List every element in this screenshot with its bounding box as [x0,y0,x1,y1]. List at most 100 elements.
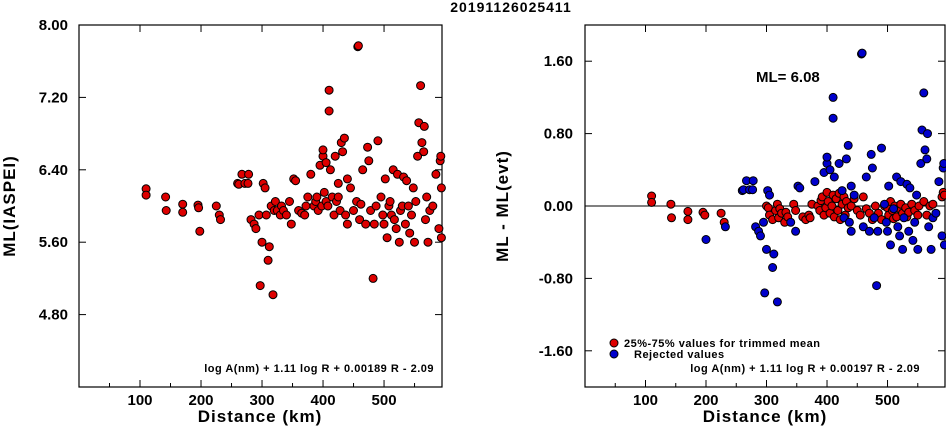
magnitude-point [211,201,221,211]
magnitude-point [436,151,446,161]
kept-residual-point [683,206,693,216]
left-x-axis-label: Distance (km) [198,407,322,426]
magnitude-point [329,210,339,220]
rejected-residual-point [762,244,771,254]
left-x-tick-label: 100 [127,392,152,409]
magnitude-point [353,41,363,51]
magnitude-point [338,147,348,157]
magnitude-point [194,203,204,213]
right-x-tick-label: 500 [875,392,900,409]
rejected-residual-point [904,226,914,236]
rejected-residual-point [795,183,805,193]
kept-residual-point [667,213,676,223]
magnitude-point [161,192,171,202]
right-panel: 100 200 300 400 500 -1.60 -0.80 0.00 0.80 1.60 Di… [493,24,946,426]
rejected-residual-point [748,176,758,186]
magnitude-point [324,85,334,95]
magnitude-point [333,192,343,202]
left-y-axis-label: ML(IASPEI) [0,155,19,257]
left-y-tick-label: 5.60 [39,234,68,251]
rejected-residual-point [899,213,909,223]
magnitude-point [356,199,366,209]
rejected-residual-point [898,244,908,254]
kept-residual-point [666,199,676,209]
rejected-residual-point [883,226,892,236]
rejected-residual-point [786,217,796,227]
magnitude-point [436,233,446,243]
rejected-residual-point [841,154,851,164]
rejected-residual-point [834,159,844,168]
magnitude-point [363,142,373,152]
kept-residual-point [855,210,865,220]
magnitude-point [382,233,392,243]
magnitude-point [342,219,352,229]
right-y-tick-label: -1.60 [539,343,573,360]
magnitude-point [324,106,334,116]
rejected-residual-point [772,297,782,307]
right-formula: log A(nm) + 1.11 log R + 0.00197 R - 2.0… [690,363,920,375]
rejected-residual-point [748,185,758,195]
rejected-residual-point [825,165,835,175]
kept-residual-point [827,201,837,211]
left-x-tick-label: 200 [189,392,214,409]
kept-residual-point [763,203,773,213]
kept-residual-point [805,213,815,223]
magnitude-point [428,201,438,211]
rejected-residual-point [844,217,854,227]
left-y-tick-label: 8.00 [39,17,68,34]
rejected-residual-point [881,217,891,227]
magnitude-point [364,156,374,166]
magnitude-point [431,169,441,179]
rejected-residual-point [720,222,730,232]
rejected-residual-point [886,240,895,250]
magnitude-point [436,183,446,193]
magnitude-point [407,210,416,220]
magnitude-point [376,192,386,202]
right-x-tick-label: 200 [693,392,718,409]
rejected-residual-point [857,48,867,58]
kept-residual-point [833,206,843,215]
magnitude-point [369,219,379,229]
magnitude-point [260,183,270,193]
rejected-residual-point [864,226,874,236]
rejected-residual-point [922,154,932,164]
magnitude-point [141,190,151,200]
rejected-residual-point [828,92,838,102]
rejected-residual-point [893,222,903,232]
magnitude-point [291,176,301,186]
right-x-axis-label: Distance (km) [703,407,827,426]
magnitude-point [301,201,311,211]
kept-residual-point [919,197,929,206]
right-y-tick-label: 0.00 [544,198,573,215]
rejected-residual-point [765,190,774,200]
magnitude-point [402,176,412,186]
rejected-residual-point [759,217,768,227]
magnitude-point [422,192,432,202]
magnitude-point [416,81,426,91]
rejected-residual-point [931,208,941,218]
rejected-residual-point [919,88,929,98]
magnitude-point [389,215,399,225]
magnitude-point [411,197,421,206]
magnitude-point [306,169,316,179]
rejected-residual-point [760,288,770,298]
magnitude-point [394,237,404,247]
magnitude-point [325,165,335,175]
rejected-residual-point [701,235,711,244]
magnitude-point [346,183,355,193]
rejected-residual-point [908,235,918,245]
magnitude-point [300,210,310,220]
right-y-axis-label: ML - ML(evt) [493,150,512,262]
magnitude-point [423,237,433,247]
magnitude-point [341,210,351,220]
magnitude-point [161,206,171,215]
rejected-residual-point [769,249,779,259]
magnitude-point [419,121,429,131]
left-x-tick-label: 300 [250,392,275,409]
magnitude-point [355,215,365,225]
right-x-tick-label: 300 [754,392,779,409]
magnitude-point [339,133,349,143]
right-x-tick-label: 100 [633,392,658,409]
rejected-residual-point [939,159,946,168]
